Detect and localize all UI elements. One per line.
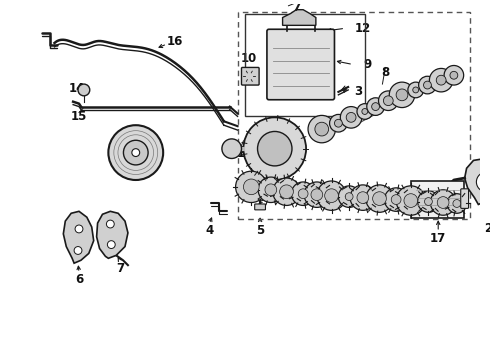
Circle shape [444, 66, 464, 85]
Text: 9: 9 [364, 58, 372, 71]
Circle shape [106, 220, 114, 228]
Circle shape [273, 178, 300, 206]
Text: 15: 15 [71, 110, 87, 123]
Text: 11: 11 [274, 120, 291, 133]
Circle shape [437, 197, 449, 208]
Circle shape [265, 184, 277, 196]
Circle shape [341, 107, 362, 128]
Circle shape [350, 185, 375, 210]
Circle shape [429, 68, 453, 92]
Circle shape [383, 96, 393, 105]
Circle shape [408, 82, 423, 98]
Circle shape [308, 116, 336, 143]
Circle shape [123, 140, 148, 165]
Circle shape [366, 185, 393, 212]
Circle shape [418, 76, 436, 94]
Circle shape [298, 189, 308, 199]
FancyBboxPatch shape [461, 189, 468, 208]
Circle shape [132, 149, 140, 157]
Circle shape [476, 172, 490, 192]
Text: 13: 13 [137, 139, 154, 152]
Circle shape [75, 225, 83, 233]
Text: 10: 10 [240, 52, 256, 65]
Circle shape [304, 182, 330, 207]
Bar [238, 12, 469, 219]
Circle shape [357, 192, 368, 203]
Circle shape [244, 117, 306, 180]
Circle shape [367, 98, 384, 116]
Circle shape [317, 181, 346, 210]
Polygon shape [283, 10, 316, 25]
Circle shape [417, 191, 439, 212]
Text: 1: 1 [237, 147, 245, 160]
Circle shape [330, 114, 347, 132]
Circle shape [413, 87, 418, 93]
Polygon shape [63, 211, 94, 263]
Circle shape [108, 125, 163, 180]
Text: 4: 4 [205, 224, 213, 237]
Text: 12: 12 [355, 22, 371, 35]
Text: 17: 17 [430, 232, 446, 245]
Text: 6: 6 [75, 273, 83, 286]
Circle shape [362, 109, 368, 114]
Circle shape [292, 182, 315, 206]
Circle shape [453, 199, 461, 207]
Circle shape [222, 139, 242, 158]
Circle shape [236, 171, 267, 203]
Circle shape [258, 131, 292, 166]
Text: 16: 16 [167, 35, 183, 48]
Circle shape [389, 82, 415, 108]
Circle shape [423, 81, 431, 89]
Polygon shape [465, 158, 490, 204]
Bar [245, 14, 365, 116]
Text: 5: 5 [256, 224, 264, 237]
Circle shape [258, 177, 284, 203]
Circle shape [244, 179, 259, 195]
Circle shape [311, 189, 323, 201]
Circle shape [74, 247, 82, 255]
Circle shape [378, 91, 398, 111]
Circle shape [436, 75, 446, 85]
Circle shape [372, 192, 386, 206]
FancyBboxPatch shape [255, 204, 266, 210]
FancyBboxPatch shape [242, 67, 259, 85]
Circle shape [346, 112, 356, 122]
FancyBboxPatch shape [411, 181, 464, 218]
Text: 2: 2 [484, 222, 490, 235]
Circle shape [424, 198, 432, 206]
Circle shape [396, 186, 425, 215]
Circle shape [339, 186, 360, 207]
Text: 3: 3 [354, 85, 362, 98]
Text: 7: 7 [116, 262, 124, 275]
Circle shape [391, 195, 401, 204]
Polygon shape [97, 211, 128, 258]
Circle shape [78, 84, 90, 96]
Circle shape [396, 89, 408, 101]
Circle shape [357, 104, 372, 119]
Circle shape [384, 188, 408, 211]
Circle shape [345, 193, 353, 201]
Circle shape [325, 189, 339, 203]
Circle shape [447, 194, 466, 213]
FancyBboxPatch shape [267, 29, 335, 100]
Circle shape [107, 241, 115, 248]
Circle shape [371, 103, 379, 111]
Circle shape [450, 71, 458, 79]
Circle shape [315, 122, 329, 136]
Circle shape [335, 119, 343, 127]
Circle shape [430, 190, 456, 215]
Circle shape [280, 185, 294, 199]
Text: 8: 8 [381, 66, 390, 79]
Text: 14: 14 [69, 82, 85, 95]
Circle shape [404, 194, 417, 207]
